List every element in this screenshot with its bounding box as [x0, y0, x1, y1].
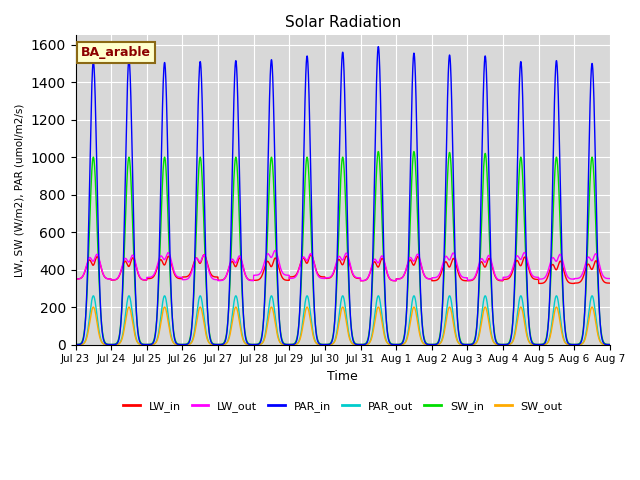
Text: BA_arable: BA_arable	[81, 46, 151, 59]
X-axis label: Time: Time	[327, 370, 358, 383]
Title: Solar Radiation: Solar Radiation	[285, 15, 401, 30]
Legend: LW_in, LW_out, PAR_in, PAR_out, SW_in, SW_out: LW_in, LW_out, PAR_in, PAR_out, SW_in, S…	[118, 396, 567, 416]
Y-axis label: LW, SW (W/m2), PAR (umol/m2/s): LW, SW (W/m2), PAR (umol/m2/s)	[15, 103, 25, 276]
